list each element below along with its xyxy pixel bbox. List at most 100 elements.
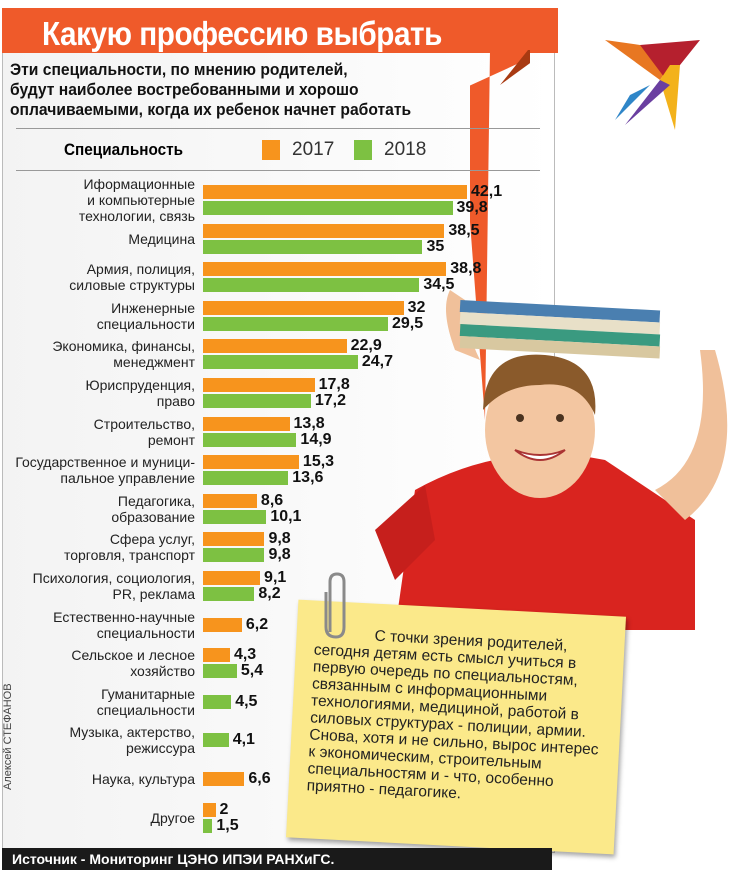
value-label-2017: 38,5 <box>448 221 480 239</box>
category-label-line: Юриспруденция, <box>85 377 196 393</box>
legend-swatch-2017 <box>262 140 280 160</box>
value-label-2017: 15,3 <box>302 453 335 471</box>
category-label-line: пальное управление <box>60 470 195 487</box>
value-label-2018: 17,2 <box>314 392 346 409</box>
value-label-2018: 4,5 <box>235 692 258 710</box>
note-text: С точки зрения родителей, сегодня детям … <box>306 627 599 803</box>
bar-2017 <box>203 493 257 508</box>
bar-2018 <box>203 694 232 709</box>
bar-2018 <box>203 664 237 679</box>
source-footer: Источник - Мониторинг ЦЭНО ИПЭИ РАНХиГС. <box>2 848 552 870</box>
bar-2017 <box>203 571 261 585</box>
category-label-line: Армия, полиция, <box>86 261 195 278</box>
bar-2018 <box>203 239 423 254</box>
bar-2017 <box>203 772 245 786</box>
category-label-line: режиссура <box>125 740 195 757</box>
value-label-2018: 24,7 <box>361 353 393 371</box>
bar-2018 <box>203 733 229 748</box>
category-label-line: специальности <box>96 315 195 332</box>
legend-label-2018: 2018 <box>384 139 427 160</box>
bar-2017 <box>203 262 447 277</box>
bar-2018 <box>203 471 289 486</box>
category-label-line: Наука, культура <box>91 771 195 787</box>
bar-2017 <box>203 532 265 547</box>
bar-2017 <box>203 339 347 354</box>
value-label-2018: 14,9 <box>300 430 332 448</box>
bar-2017 <box>203 185 467 199</box>
value-label-2018: 29,5 <box>391 314 424 332</box>
bar-2018 <box>203 509 267 524</box>
category-label-line: ремонт <box>147 431 195 448</box>
category-label-line: право <box>156 393 195 409</box>
category-label: Музыка, актерство, режиссура <box>0 724 195 756</box>
value-label-2018: 9,8 <box>268 546 291 564</box>
category-label-line: силовые структуры <box>69 277 195 294</box>
category-label-line: Музыка, актерство, <box>69 724 195 741</box>
category-label-line: Иформационные <box>83 176 195 192</box>
bar-2018 <box>203 316 388 331</box>
author-credit: Алексей СТЕФАНОВ <box>2 683 14 790</box>
category-label-line: Экономика, финансы, <box>52 338 195 355</box>
boy-with-books-photo <box>375 290 728 630</box>
value-label-2018: 39,8 <box>456 199 488 216</box>
bar-2017 <box>203 802 216 817</box>
subtitle: Эти специальности, по мнению родителей, … <box>10 60 411 120</box>
bar-2018 <box>203 201 453 215</box>
bird-logo <box>605 40 700 130</box>
value-label-2017: 4,3 <box>233 646 257 664</box>
category-label-line: Другое <box>150 809 195 826</box>
category-label: Гуманитарные специальности <box>0 686 195 718</box>
value-label-2017: 32 <box>407 298 426 316</box>
value-label-2018: 5,4 <box>240 662 264 680</box>
value-label-2018: 4,1 <box>232 731 255 749</box>
category-label-line: Государственное и муници- <box>15 454 195 471</box>
category-label-line: Педагогика, <box>117 492 195 509</box>
category-label-line: Сфера услуг, <box>109 531 195 548</box>
category-label-line: Инженерные <box>111 299 195 316</box>
category-label: Психология, социология, PR, реклама <box>0 570 195 602</box>
category-label-line: образование <box>111 508 195 525</box>
category-label-line: и компьютерные <box>87 192 195 208</box>
value-label-2017: 22,9 <box>350 337 382 355</box>
bar-2018 <box>203 818 213 833</box>
category-header: Специальность <box>64 140 184 159</box>
bar-2017 <box>203 648 230 663</box>
bar-2017 <box>203 300 404 315</box>
category-label: Государственное и муници-пальное управле… <box>0 454 195 486</box>
bar-2017 <box>203 378 315 392</box>
category-label: Сфера услуг, торговля, транспорт <box>0 531 195 563</box>
bar-2017 <box>203 455 299 470</box>
category-label-line: Строительство, <box>93 415 195 432</box>
value-label-2018: 34,5 <box>423 276 455 294</box>
category-label: Естественно-научные специальности <box>0 609 195 641</box>
bar-2018 <box>203 278 420 293</box>
bar-2018 <box>203 432 297 447</box>
bar-2017 <box>203 223 445 238</box>
category-label: Инженерные специальности <box>0 300 195 332</box>
value-label-2017: 38,8 <box>450 260 482 278</box>
category-label-line: Гуманитарные <box>101 685 195 702</box>
value-label-2018: 13,6 <box>292 469 324 487</box>
value-label-2017: 6,2 <box>245 615 269 633</box>
category-label: Медицина <box>0 231 195 247</box>
category-label: Педагогика, образование <box>0 493 195 525</box>
value-label-2017: 17,8 <box>318 376 350 393</box>
category-label-line: специальности <box>96 701 195 718</box>
category-label-line: Медицина <box>128 230 195 247</box>
subtitle-line: Эти специальности, по мнению родителей, <box>10 60 348 79</box>
value-label-2017: 2 <box>219 800 229 818</box>
category-label-line: хозяйство <box>130 663 195 680</box>
value-label-2018: 10,1 <box>270 507 302 525</box>
value-label-2017: 42,1 <box>470 183 503 200</box>
category-label-line: PR, реклама <box>112 586 195 602</box>
category-label: Сельское и лесное хозяйство <box>0 647 195 679</box>
category-label-line: Психология, социология, <box>32 570 195 586</box>
category-label: Экономика, финансы, менеджмент <box>0 338 195 370</box>
category-label: Армия, полиция, силовые структуры <box>0 261 195 293</box>
value-label-2017: 6,6 <box>248 770 271 787</box>
category-label-line: специальности <box>96 624 195 641</box>
bar-2018 <box>203 587 255 601</box>
legend-swatch-2018 <box>354 140 372 160</box>
divider <box>16 170 540 171</box>
category-label-line: Естественно-научные <box>53 608 195 625</box>
